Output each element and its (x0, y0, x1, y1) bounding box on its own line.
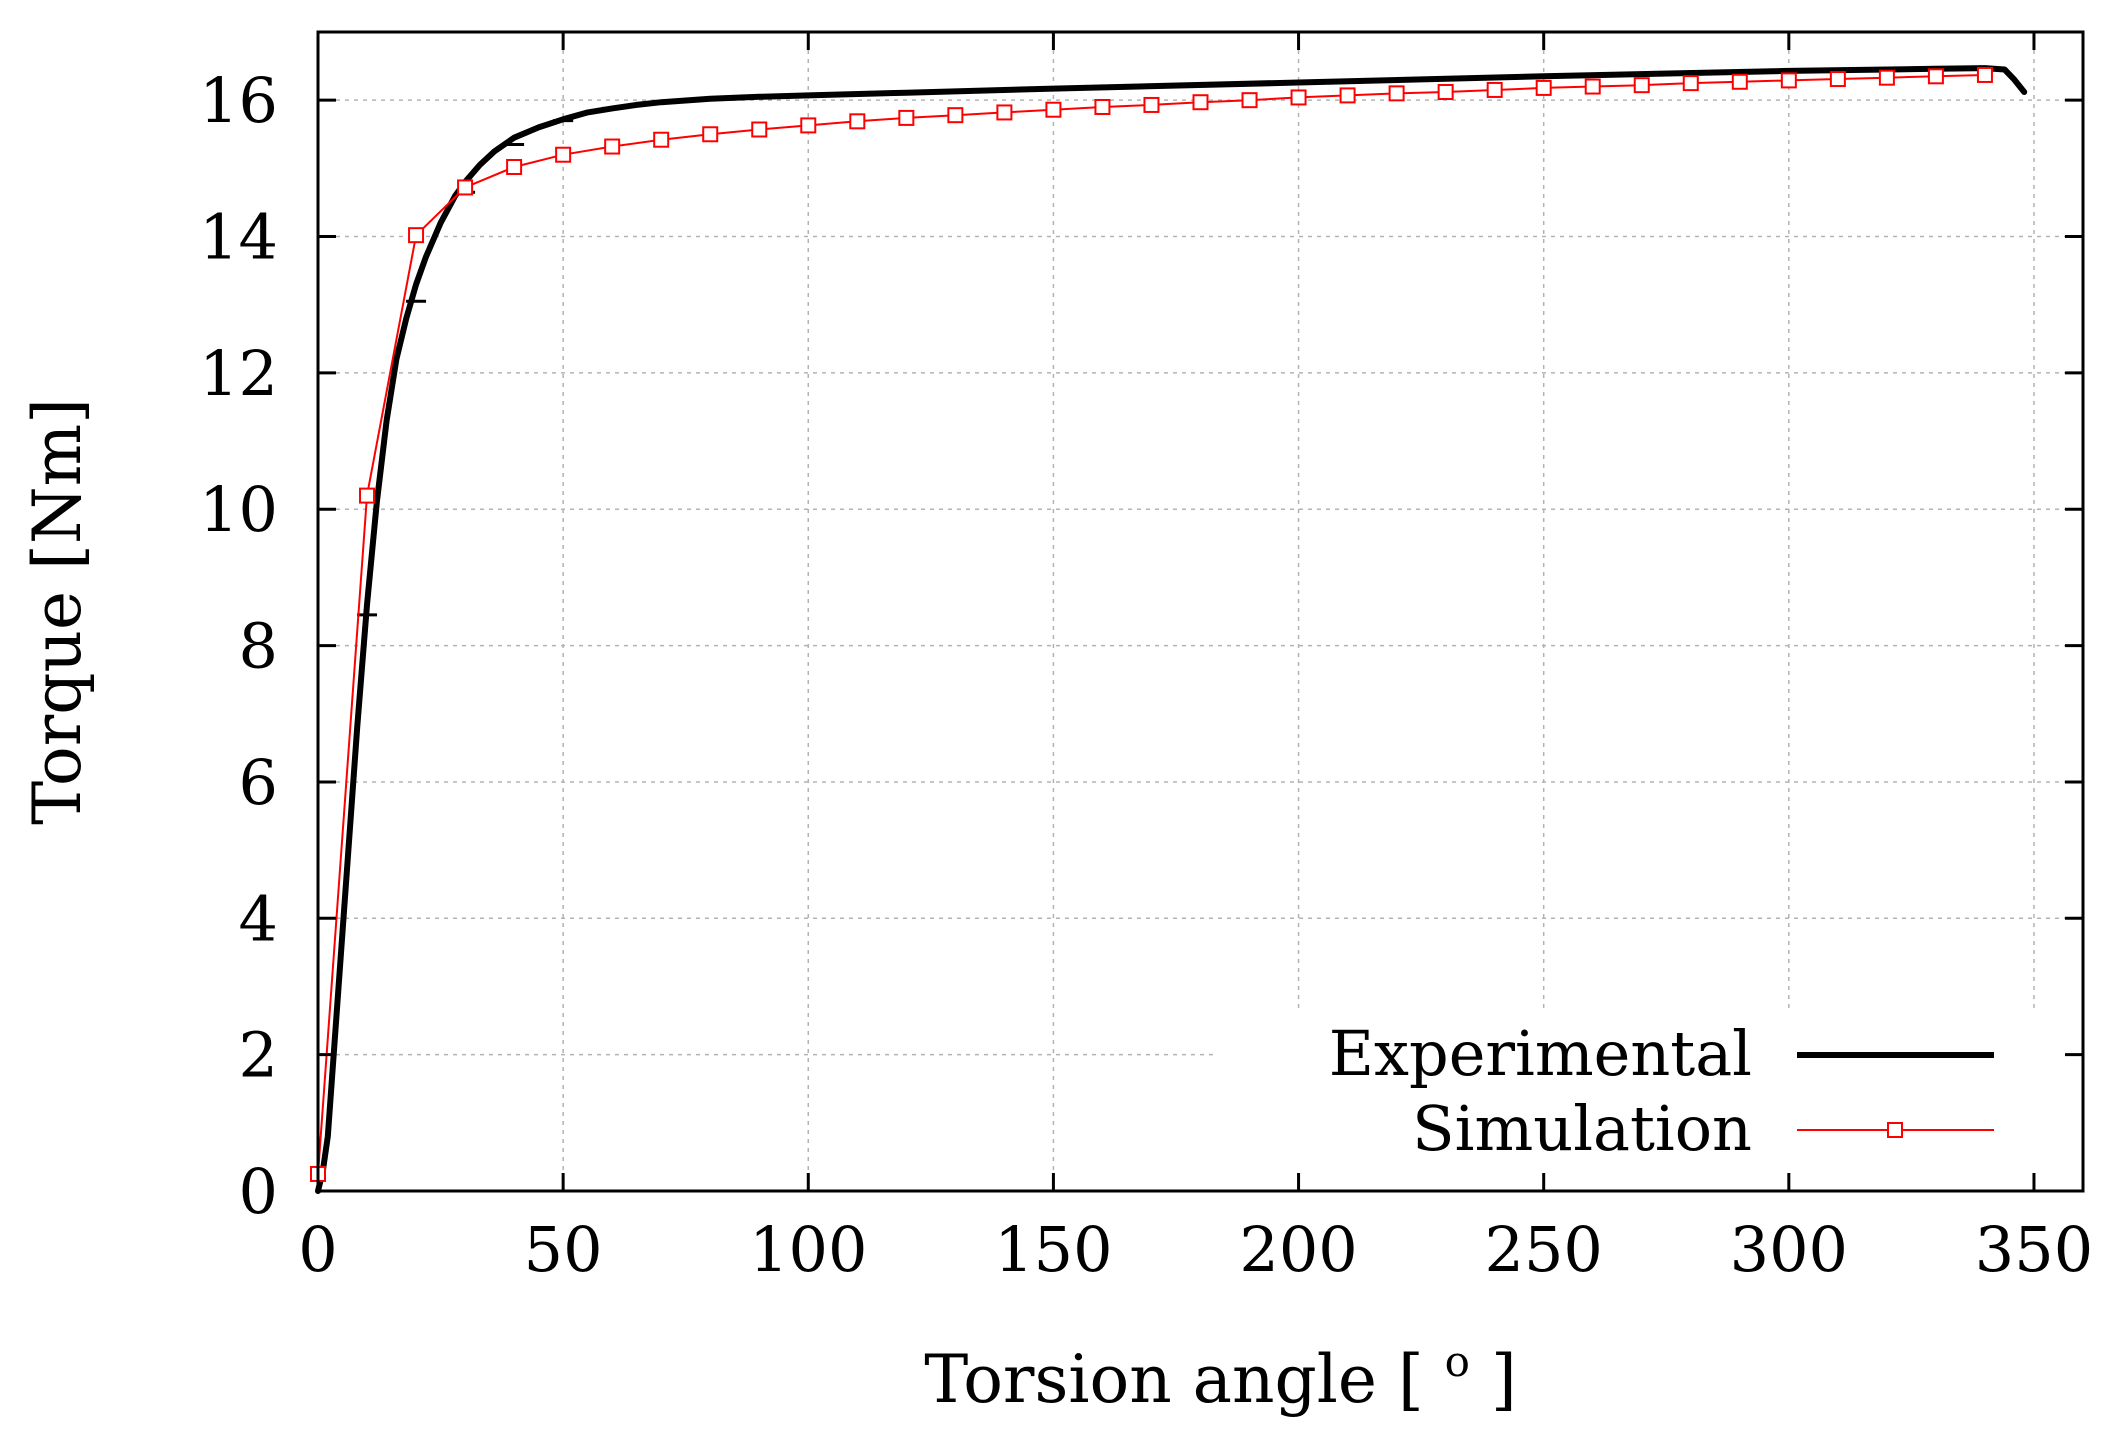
series-layer (310, 65, 2028, 1194)
simulation-point (1780, 72, 1797, 89)
y-tick-label-8: 8 (239, 610, 278, 683)
simulation-point (800, 117, 817, 134)
simulation-point (996, 104, 1013, 121)
y-tick-label-12: 12 (199, 337, 278, 410)
simulation-point (1584, 78, 1601, 95)
y-tick-label-2: 2 (239, 1019, 278, 1092)
y-tick-label-4: 4 (239, 882, 278, 955)
simulation-point (1094, 98, 1111, 115)
simulation-point (1339, 87, 1356, 104)
simulation-point (408, 227, 425, 244)
simulation-point (1682, 75, 1699, 92)
x-tick-label-0: 0 (298, 1213, 337, 1286)
y-tick-label-16: 16 (199, 64, 278, 137)
x-axis-title-text: Torsion angle (924, 1341, 1377, 1418)
simulation-point (947, 107, 964, 124)
simulation-point (1192, 94, 1209, 111)
x-axis-title: Torsion angle [ o ] (924, 1315, 1516, 1418)
y-tick-label-10: 10 (199, 473, 278, 546)
simulation-point (1927, 68, 1944, 85)
x-tick-label-100: 100 (749, 1213, 867, 1286)
y-tick-label-6: 6 (239, 746, 278, 819)
simulation-point (1976, 66, 1993, 83)
axis-ticks (316, 32, 2083, 1193)
series-line-simulation (317, 74, 1986, 1175)
simulation-point (1388, 85, 1405, 102)
simulation-point (1486, 81, 1503, 98)
x-tick-label-200: 200 (1239, 1213, 1357, 1286)
legend-background (1215, 1012, 2079, 1184)
simulation-point (751, 121, 768, 138)
simulation-point (555, 146, 572, 163)
simulation-point (1290, 89, 1307, 106)
x-tick-label-50: 50 (524, 1213, 603, 1286)
legend-marker-simulation (1887, 1122, 1903, 1138)
simulation-point (1045, 101, 1062, 118)
simulation-point (1829, 71, 1846, 88)
x-axis-unit-degree: o (1445, 1337, 1470, 1386)
simulation-point (1633, 77, 1650, 94)
simulation-point (1535, 79, 1552, 96)
simulation-point (506, 158, 523, 175)
simulation-point (1143, 96, 1160, 113)
series-line-experimental (315, 65, 2028, 1194)
y-tick-label-14: 14 (199, 201, 278, 274)
simulation-point (702, 126, 719, 143)
x-tick-label-300: 300 (1730, 1213, 1848, 1286)
legend-label-simulation: Simulation (1412, 1092, 1752, 1165)
simulation-point (1731, 73, 1748, 90)
legend-box (1215, 1012, 2079, 1184)
x-tick-label-250: 250 (1485, 1213, 1603, 1286)
x-tick-label-350: 350 (1975, 1213, 2093, 1286)
plot-frame (316, 30, 2085, 1193)
simulation-point (653, 131, 670, 148)
simulation-point (898, 109, 915, 126)
axis-tick-labels: 0 50 100 150 200 250 300 350 0 2 4 6 8 10 12 14 16 (199, 64, 2093, 1286)
simulation-point (359, 487, 376, 504)
simulation-point (1241, 92, 1258, 109)
simulation-point (1878, 69, 1895, 86)
x-axis-unit-close: ] (1491, 1341, 1517, 1418)
y-tick-label-0: 0 (239, 1155, 278, 1228)
legend-label-experimental: Experimental (1329, 1017, 1752, 1090)
simulation-point (849, 113, 866, 130)
y-axis-title: Torque [Nm] (19, 398, 96, 825)
simulation-point (457, 179, 474, 196)
simulation-point (1437, 83, 1454, 100)
x-tick-label-150: 150 (994, 1213, 1112, 1286)
simulation-point (604, 138, 621, 155)
x-axis-unit-open: [ (1398, 1341, 1424, 1418)
